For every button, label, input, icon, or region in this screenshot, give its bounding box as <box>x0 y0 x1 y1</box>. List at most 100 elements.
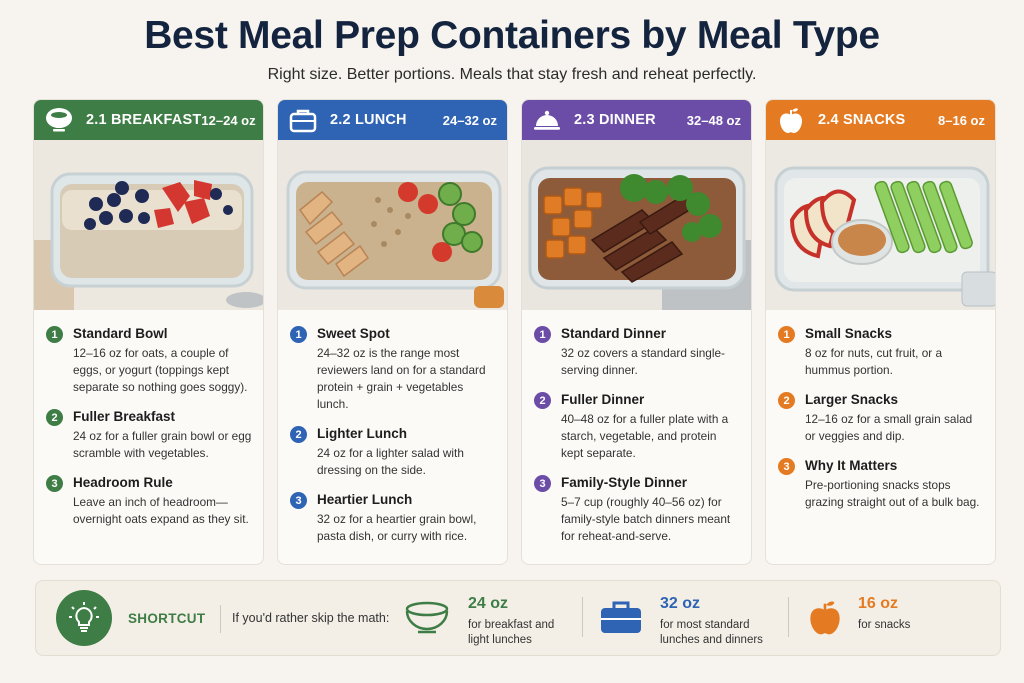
shortcut-option-snacks: 16 oz for snacks <box>858 595 910 633</box>
card-header-dinner: 2.3 DINNER 32–48 oz <box>522 100 751 140</box>
option-desc: for snacks <box>858 619 911 631</box>
snacks-items: 1 Small Snacks 8 oz for nuts, cut fruit, … <box>766 310 995 511</box>
card-header-snacks: 2.4 SNACKS 8–16 oz <box>766 100 995 140</box>
list-item: 1 Small Snacks 8 oz for nuts, cut fruit, … <box>778 326 985 379</box>
lunchbox-icon <box>598 597 644 637</box>
list-item: 3 Why It Matters Pre-portioning snacks st… <box>778 458 985 511</box>
divider <box>788 597 789 637</box>
lunch-items: 1 Sweet Spot 24–32 oz is the range most r… <box>278 310 507 545</box>
item-number: 1 <box>290 326 307 343</box>
list-item: 2 Larger Snacks 12–16 oz for a small grai… <box>778 392 985 445</box>
breakfast-photo <box>34 140 263 310</box>
item-body: Pre-portioning snacks stops grazing stra… <box>805 478 980 509</box>
list-item: 1 Standard Bowl 12–16 oz for oats, a coup… <box>46 326 253 396</box>
card-size-range: 32–48 oz <box>686 112 741 128</box>
lunch-photo <box>278 140 507 310</box>
option-value: 16 oz <box>858 595 899 612</box>
lunchbox-icon <box>288 105 318 135</box>
item-body: 24 oz for a lighter salad with dressing … <box>317 446 464 477</box>
breakfast-items: 1 Standard Bowl 12–16 oz for oats, a coup… <box>34 310 263 528</box>
divider <box>582 597 583 637</box>
list-item: 1 Sweet Spot 24–32 oz is the range most r… <box>290 326 497 413</box>
option-value: 24 oz <box>468 595 509 612</box>
item-number: 1 <box>778 326 795 343</box>
shortcut-label: SHORTCUT <box>128 611 206 626</box>
card-title: 2.2 LUNCH <box>330 112 407 128</box>
option-desc: for breakfast and <box>468 619 555 631</box>
item-title: Small Snacks <box>805 326 893 341</box>
shortcut-option-lunch-dinner: 32 oz for most standard lunches and dinn… <box>660 595 763 648</box>
item-title: Family-Style Dinner <box>561 475 688 490</box>
item-number: 1 <box>46 326 63 343</box>
bowl-icon <box>44 105 74 135</box>
item-number: 3 <box>46 475 63 492</box>
apple-icon <box>802 597 848 637</box>
item-number: 2 <box>778 392 795 409</box>
item-number: 2 <box>290 426 307 443</box>
list-item: 1 Standard Dinner 32 oz covers a standard… <box>534 326 741 379</box>
lightbulb-icon <box>56 590 112 646</box>
shortcut-intro: If you'd rather skip the math: <box>232 611 390 625</box>
option-value: 32 oz <box>660 595 701 612</box>
list-item: 2 Fuller Breakfast 24 oz for a fuller gra… <box>46 409 253 462</box>
item-body: Leave an inch of headroom—overnight oats… <box>73 495 249 526</box>
list-item: 3 Heartier Lunch 32 oz for a heartier gra… <box>290 492 497 545</box>
item-title: Standard Bowl <box>73 326 168 341</box>
page-title: Best Meal Prep Containers by Meal Type <box>144 14 880 57</box>
option-desc: for most standard <box>660 619 750 631</box>
divider <box>220 605 221 633</box>
dinner-items: 1 Standard Dinner 32 oz covers a standard… <box>522 310 751 545</box>
shortcut-bar: SHORTCUT If you'd rather skip the math: … <box>35 580 1001 656</box>
item-body: 12–16 oz for oats, a couple of eggs, or … <box>73 346 248 394</box>
page-subtitle: Right size. Better portions. Meals that … <box>267 66 757 83</box>
item-title: Fuller Breakfast <box>73 409 176 424</box>
option-desc: lunches and dinners <box>660 634 763 646</box>
item-number: 2 <box>534 392 551 409</box>
item-number: 2 <box>46 409 63 426</box>
card-title: 2.4 SNACKS <box>818 112 906 128</box>
item-number: 3 <box>778 458 795 475</box>
item-body: 32 oz for a heartier grain bowl, pasta d… <box>317 512 477 543</box>
item-body: 5–7 cup (roughly 40–56 oz) for family-st… <box>561 495 731 543</box>
card-lunch: 2.2 LUNCH 24–32 oz 1 Sweet Spot 24–32 oz … <box>277 99 508 565</box>
item-title: Why It Matters <box>805 458 898 473</box>
item-number: 3 <box>534 475 551 492</box>
card-title: 2.3 DINNER <box>574 112 656 128</box>
item-title: Sweet Spot <box>317 326 390 341</box>
list-item: 2 Lighter Lunch 24 oz for a lighter salad… <box>290 426 497 479</box>
item-number: 1 <box>534 326 551 343</box>
card-dinner: 2.3 DINNER 32–48 oz 1 Standard Din <box>521 99 752 565</box>
item-title: Larger Snacks <box>805 392 899 407</box>
item-body: 24–32 oz is the range most reviewers lan… <box>317 346 486 411</box>
item-number: 3 <box>290 492 307 509</box>
dinner-photo <box>522 140 751 310</box>
card-header-lunch: 2.2 LUNCH 24–32 oz <box>278 100 507 140</box>
bowl-icon <box>404 597 450 637</box>
apple-icon <box>776 105 806 135</box>
card-snacks: 2.4 SNACKS 8–16 oz 1 Smal <box>765 99 996 565</box>
list-item: 2 Fuller Dinner 40–48 oz for a fuller pla… <box>534 392 741 462</box>
meal-type-cards: 2.1 BREAKFAST 12–24 oz 1 <box>33 99 1003 565</box>
item-body: 40–48 oz for a fuller plate with a starc… <box>561 412 729 460</box>
item-title: Lighter Lunch <box>317 426 407 441</box>
item-body: 24 oz for a fuller grain bowl or egg scr… <box>73 429 252 460</box>
card-breakfast: 2.1 BREAKFAST 12–24 oz 1 <box>33 99 264 565</box>
card-size-range: 8–16 oz <box>938 112 985 128</box>
shortcut-option-breakfast: 24 oz for breakfast and light lunches <box>468 595 554 648</box>
list-item: 3 Headroom Rule Leave an inch of headroom… <box>46 475 253 528</box>
card-title: 2.1 BREAKFAST <box>86 112 202 128</box>
cloche-icon <box>532 105 562 135</box>
item-title: Heartier Lunch <box>317 492 413 507</box>
list-item: 3 Family-Style Dinner 5–7 cup (roughly 40… <box>534 475 741 545</box>
item-body: 12–16 oz for a small grain salad or vegg… <box>805 412 973 443</box>
item-title: Standard Dinner <box>561 326 667 341</box>
card-header-breakfast: 2.1 BREAKFAST 12–24 oz <box>34 100 263 140</box>
item-title: Headroom Rule <box>73 475 173 490</box>
item-title: Fuller Dinner <box>561 392 645 407</box>
snacks-photo <box>766 140 995 310</box>
card-size-range: 24–32 oz <box>442 112 497 128</box>
card-size-range: 12–24 oz <box>201 112 256 128</box>
item-body: 8 oz for nuts, cut fruit, or a hummus po… <box>805 346 943 377</box>
option-desc: light lunches <box>468 634 532 646</box>
item-body: 32 oz covers a standard single-serving d… <box>561 346 725 377</box>
